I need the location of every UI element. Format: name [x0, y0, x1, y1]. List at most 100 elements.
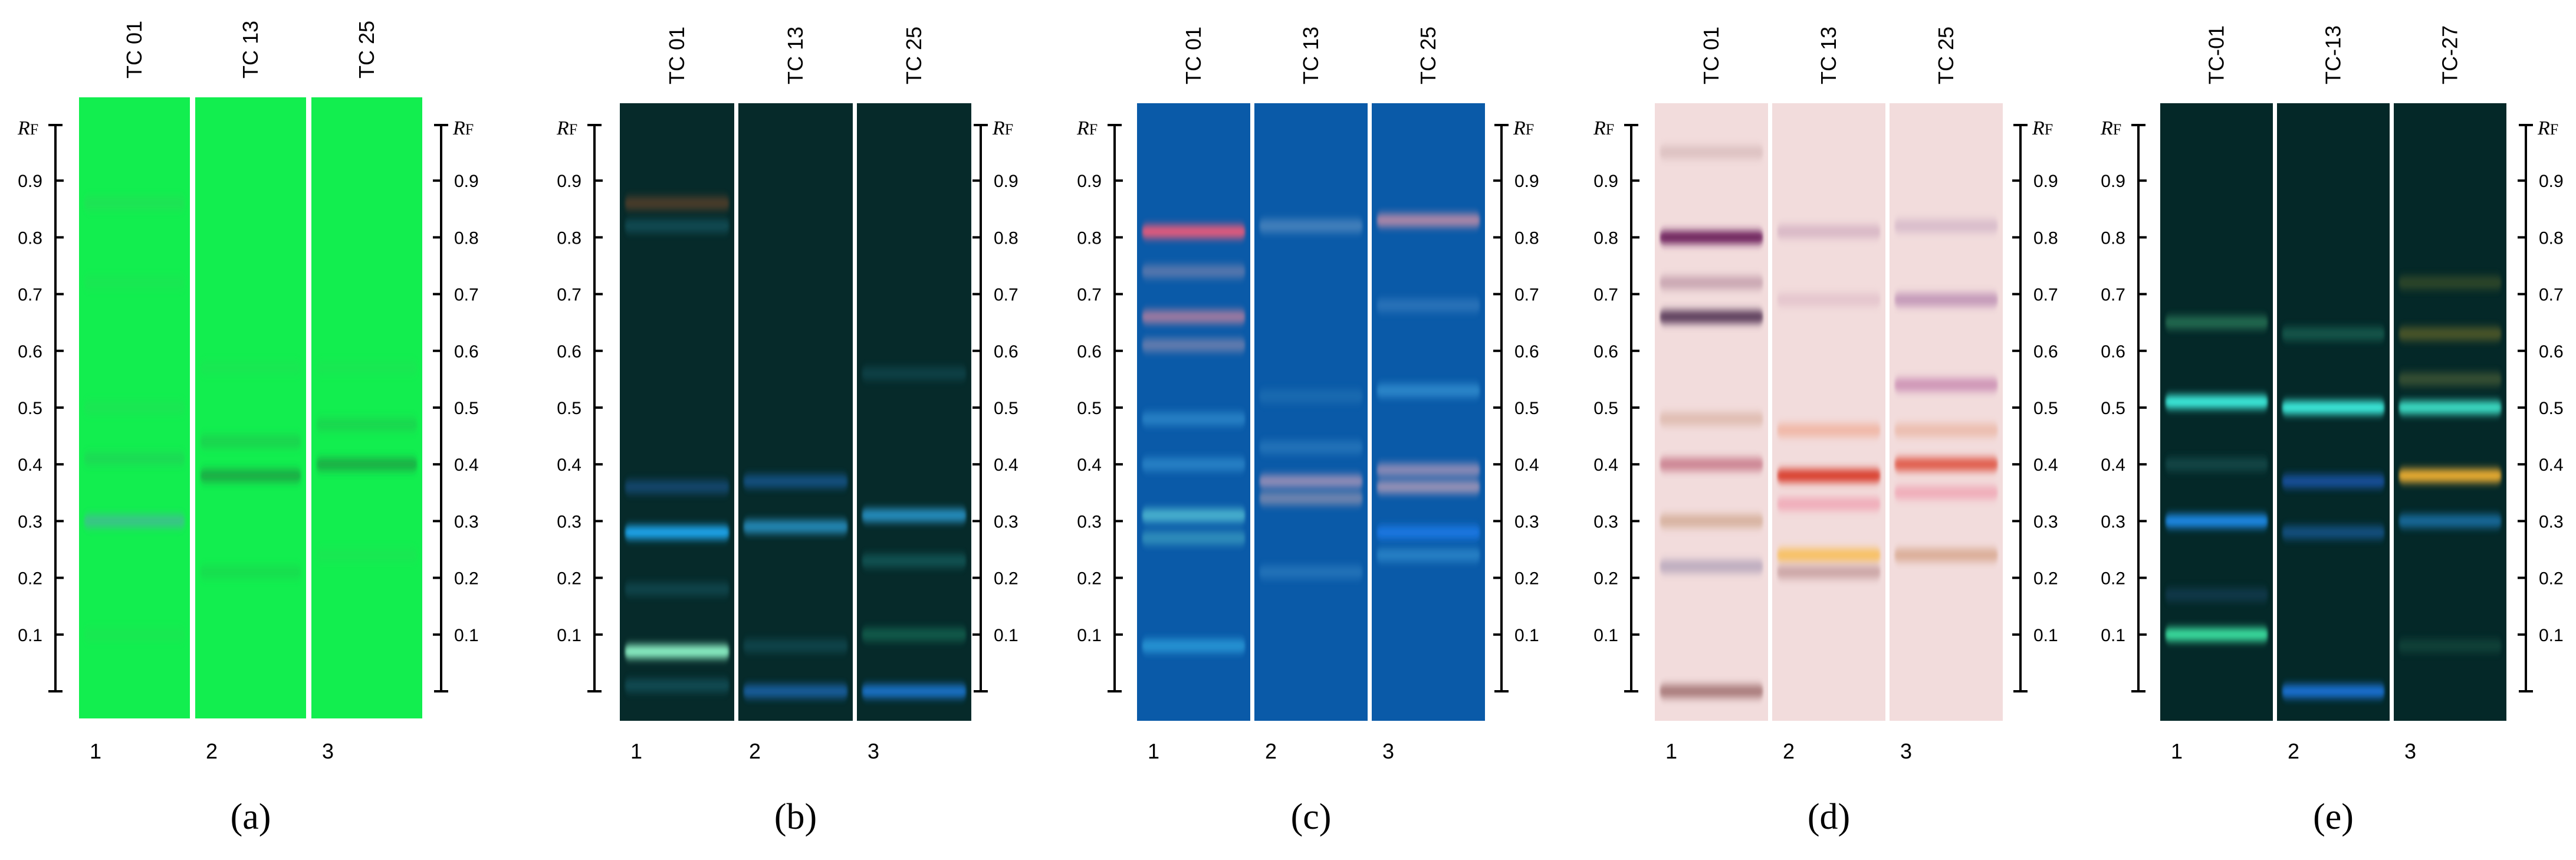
- tick-label: 0.9: [557, 172, 581, 191]
- rf-axis-left: 0.9 0.8 0.7 0.6 0.5 0.4 0.3 0.2 0.1 RF: [1593, 117, 1639, 692]
- band: [1894, 486, 1998, 500]
- lane-number: 2: [1783, 739, 1795, 763]
- band: [2165, 395, 2268, 409]
- plate-strip: [1137, 103, 1250, 721]
- band: [625, 480, 730, 494]
- band: [1777, 225, 1881, 238]
- rf-label-main: R: [452, 117, 465, 139]
- band: [316, 549, 418, 562]
- tick-label: 0.5: [557, 399, 581, 418]
- band: [2398, 372, 2502, 386]
- band: [84, 514, 185, 528]
- tick-label: 0.6: [1514, 342, 1539, 362]
- band: [2165, 514, 2268, 528]
- rf-axis-left: 0.9 0.8 0.7 0.6 0.5 0.4 0.3 0.2 0.1 RF: [1076, 117, 1123, 692]
- lane-number: 2: [2288, 739, 2299, 763]
- panel-d-lane-1: [1655, 103, 1768, 721]
- band: [2398, 469, 2502, 482]
- band: [2398, 639, 2502, 653]
- rf-label-sub: F: [2113, 121, 2121, 138]
- band: [316, 361, 418, 375]
- band: [316, 418, 418, 431]
- band: [1142, 508, 1246, 522]
- lane-number: 3: [1900, 739, 1912, 763]
- tick-label: 0.2: [994, 569, 1018, 589]
- tick-label: 0.9: [994, 172, 1018, 191]
- band: [1142, 310, 1246, 324]
- band: [2398, 327, 2502, 340]
- band: [1142, 531, 1246, 545]
- rf-label: RF: [1076, 117, 1098, 139]
- band: [1376, 480, 1480, 494]
- tick-label: 0.6: [454, 342, 479, 362]
- tick-label: 0.4: [2101, 455, 2125, 475]
- tick-label: 0.5: [2033, 399, 2058, 418]
- lane-number: 1: [2171, 739, 2183, 763]
- band: [1777, 497, 1881, 511]
- lane-number: 2: [206, 739, 218, 763]
- tick-label: 0.2: [18, 569, 42, 589]
- rf-label-main: R: [992, 117, 1005, 139]
- tick-label: 0.4: [1593, 455, 1618, 475]
- band: [1777, 293, 1881, 307]
- band: [1894, 424, 1998, 437]
- tick-label: 0.5: [1514, 399, 1539, 418]
- band: [1142, 639, 1246, 653]
- rf-label-main: R: [2537, 117, 2550, 139]
- band: [1142, 458, 1246, 471]
- band: [1259, 441, 1363, 454]
- band: [862, 685, 967, 698]
- tick-label: 0.3: [454, 512, 479, 531]
- tick-label: 0.5: [2101, 399, 2125, 418]
- band: [1777, 565, 1881, 579]
- panel-c-lane-3: [1372, 103, 1485, 721]
- rf-label-main: R: [1593, 117, 1606, 139]
- tick-label: 0.2: [1593, 569, 1618, 589]
- rf-label-sub: F: [2045, 121, 2053, 138]
- panel-c-lane-1: [1137, 103, 1250, 721]
- rf-label: RF: [992, 117, 1013, 139]
- tick-label: 0.6: [994, 342, 1018, 362]
- track-label: TC 13: [238, 21, 262, 78]
- rf-label-main: R: [2032, 117, 2045, 139]
- rf-axis-left: 0.9 0.8 0.7 0.6 0.5 0.4 0.3 0.2 0.1 RF: [556, 117, 603, 692]
- plate-strip: [1772, 103, 1885, 721]
- panel-b-lane-1: [620, 103, 734, 721]
- band: [862, 554, 967, 567]
- band: [200, 469, 301, 482]
- tick-label: 0.7: [1077, 285, 1102, 305]
- track-label: TC 01: [665, 27, 689, 84]
- band: [1376, 526, 1480, 539]
- panel-d-lane-2: [1772, 103, 1885, 721]
- tick-label: 0.8: [1077, 228, 1102, 248]
- band: [1660, 514, 1763, 528]
- tick-label: 0.4: [557, 455, 581, 475]
- rf-label-main: R: [556, 117, 569, 139]
- rf-label: RF: [2100, 117, 2121, 139]
- band: [1259, 389, 1363, 403]
- tick-label: 0.7: [2033, 285, 2058, 305]
- tick-label: 0.9: [1593, 172, 1618, 191]
- band: [743, 685, 848, 698]
- rf-label: RF: [1593, 117, 1614, 139]
- band: [1376, 549, 1480, 562]
- tick-label: 0.1: [454, 626, 479, 645]
- band: [84, 401, 185, 414]
- tick-label: 0.8: [1593, 228, 1618, 248]
- tick-label: 0.2: [2101, 569, 2125, 589]
- tick-label: 0.6: [1593, 342, 1618, 362]
- tick-label: 0.7: [1514, 285, 1539, 305]
- tick-label: 0.8: [557, 228, 581, 248]
- panel-caption: (d): [1808, 797, 1850, 837]
- track-label: TC 01: [1181, 27, 1205, 84]
- lane-number: 1: [1148, 739, 1159, 763]
- plate-strip: [1890, 103, 2003, 721]
- panel-b-lane-3: [857, 103, 971, 721]
- band: [2282, 401, 2385, 414]
- rf-label-sub: F: [1005, 121, 1013, 138]
- tick-label: 0.8: [18, 228, 42, 248]
- tick-label: 0.9: [2101, 172, 2125, 191]
